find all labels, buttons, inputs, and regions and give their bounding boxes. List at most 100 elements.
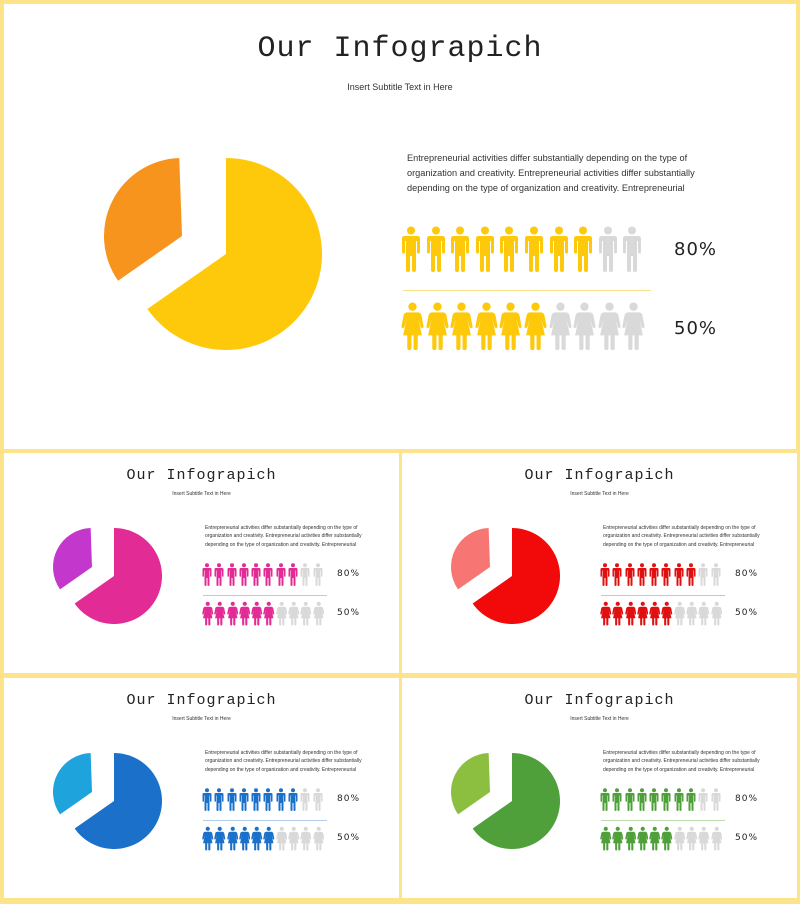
pie-slice-small [450,753,490,815]
female-person-icon [202,601,214,626]
percent-label-row1: 80% [337,569,361,579]
pie-chart [52,753,163,849]
female-person-icon [661,826,673,851]
male-person-icon [625,562,635,587]
female-person-icon [499,301,522,351]
row-divider [601,820,725,821]
male-person-icon [600,562,610,587]
female-person-icon [226,601,239,626]
male-person-icon [426,224,446,274]
female-icon-row [401,301,647,351]
male-person-icon [214,787,224,812]
pie-slice-large [472,528,561,624]
female-person-icon [686,601,698,626]
female-person-icon [674,601,686,626]
female-icon-row [202,601,325,626]
female-person-icon [288,826,300,851]
male-person-icon [401,224,421,274]
slide-subtitle: Insert Subtitle Text in Here [570,491,629,497]
male-person-icon [661,562,671,587]
male-person-icon [612,562,622,587]
male-person-icon [549,224,569,274]
female-icon-row [600,601,723,626]
male-person-icon [263,787,273,812]
male-person-icon [600,787,610,812]
female-person-icon [624,826,637,851]
female-person-icon [312,601,325,626]
female-person-icon [288,601,300,626]
slide-subtitle: Insert Subtitle Text in Here [172,716,231,722]
female-person-icon [549,301,572,351]
female-person-icon [698,826,710,851]
female-person-icon [622,301,645,351]
male-person-icon [288,787,298,812]
male-person-icon [202,562,212,587]
male-person-icon [625,787,635,812]
male-icon-row [202,787,325,812]
female-person-icon [710,826,723,851]
male-person-icon [263,562,273,587]
female-person-icon [674,826,686,851]
male-person-icon [214,562,224,587]
male-person-icon [698,562,708,587]
slide-subtitle: Insert Subtitle Text in Here [570,716,629,722]
percent-label-row2: 50% [337,608,361,618]
female-person-icon [214,826,226,851]
percent-label-row2: 50% [735,833,759,843]
row-divider [203,595,327,596]
percent-label-row1: 80% [337,794,361,804]
row-divider [403,290,651,291]
slide-red: Our Infograpich Insert Subtitle Text in … [402,453,797,673]
female-person-icon [401,301,424,351]
male-person-icon [637,787,647,812]
male-person-icon [202,787,212,812]
body-text: Entrepreneurial activities differ substa… [603,525,760,548]
female-person-icon [263,826,275,851]
slide-magenta: Our Infograpich Insert Subtitle Text in … [4,453,399,673]
percent-label-row1: 80% [674,239,718,260]
female-person-icon [251,601,263,626]
slide-main: Our Infograpich Insert Subtitle Text in … [4,4,796,449]
slide-title: Our Infograpich [126,692,277,709]
body-text: Entrepreneurial activities differ substa… [205,750,362,773]
percent-label-row2: 50% [337,833,361,843]
slide-title: Our Infograpich [257,32,543,66]
male-person-icon [711,562,721,587]
male-person-icon [251,562,261,587]
female-person-icon [600,826,612,851]
pie-slice-small [450,528,490,590]
female-person-icon [226,826,239,851]
male-person-icon [686,562,696,587]
female-person-icon [300,826,312,851]
slide-blue: Our Infograpich Insert Subtitle Text in … [4,678,399,898]
slide-green: Our Infograpich Insert Subtitle Text in … [402,678,797,898]
male-person-icon [649,787,659,812]
female-person-icon [276,601,288,626]
row-divider [601,595,725,596]
pie-slice-small [52,753,92,815]
slide-title: Our Infograpich [524,467,675,484]
male-person-icon [637,562,647,587]
female-person-icon [612,826,624,851]
female-person-icon [475,301,498,351]
female-person-icon [312,826,325,851]
male-person-icon [276,562,286,587]
male-person-icon [674,787,684,812]
pie-chart [450,753,561,849]
male-person-icon [251,787,261,812]
male-person-icon [288,562,298,587]
female-person-icon [649,601,661,626]
male-icon-row [600,562,723,587]
female-person-icon [710,601,723,626]
female-person-icon [573,301,596,351]
male-person-icon [300,787,310,812]
female-person-icon [214,601,226,626]
female-icon-row [600,826,723,851]
male-person-icon [499,224,519,274]
pie-slice-small [103,158,182,281]
body-text: Entrepreneurial activities differ substa… [205,525,362,548]
female-person-icon [426,301,449,351]
female-person-icon [637,601,649,626]
pie-chart [52,528,163,624]
pie-chart [450,528,561,624]
